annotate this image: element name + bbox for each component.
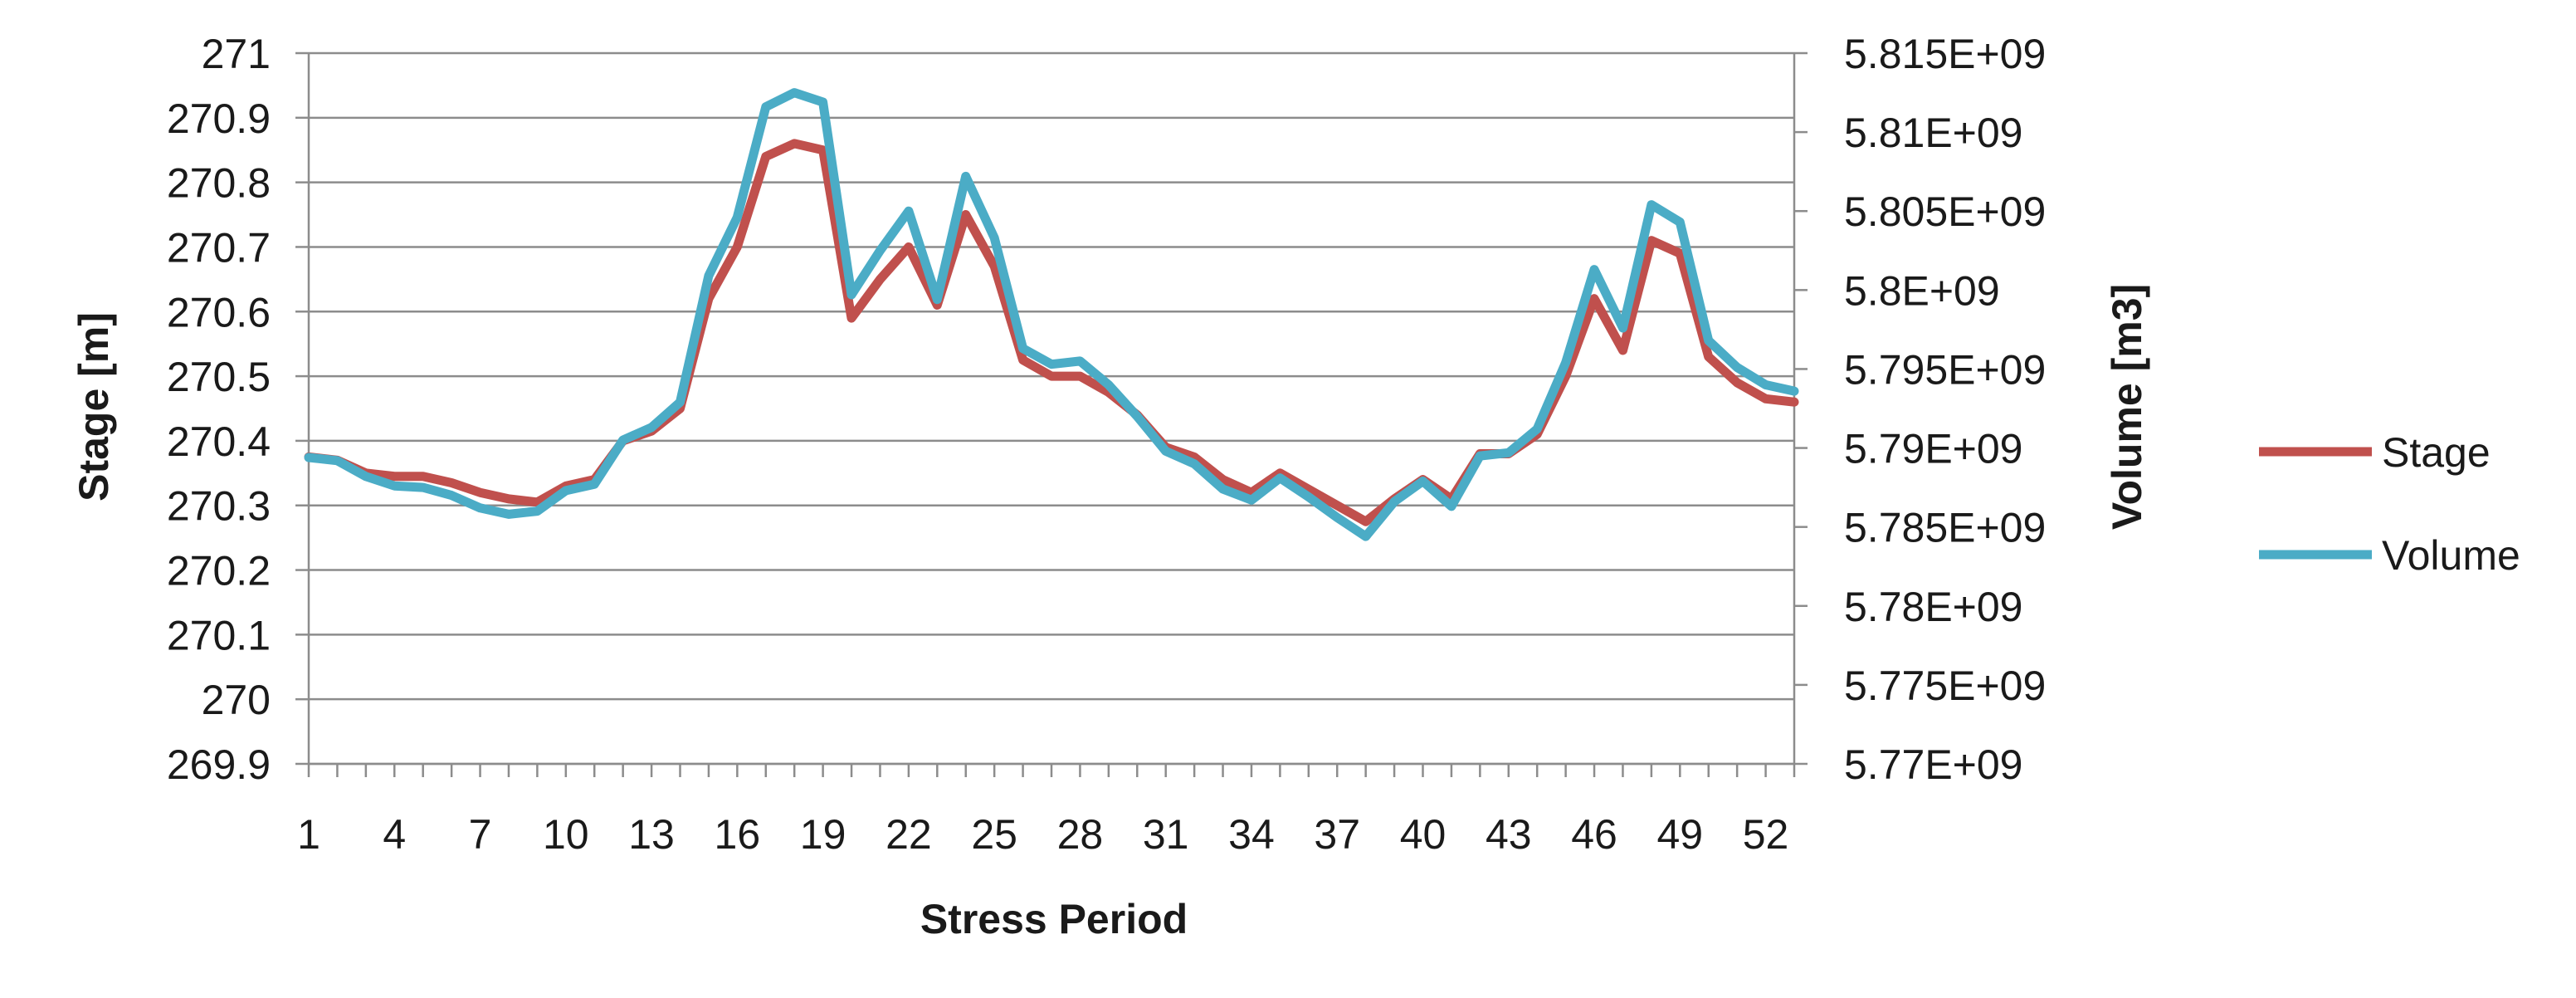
left-tick-label: 269.9 [167, 741, 271, 788]
legend-label-stage: Stage [2382, 429, 2491, 476]
x-tick-label: 40 [1400, 811, 1447, 858]
left-tick-label: 270.8 [167, 160, 271, 207]
x-tick-label: 13 [628, 811, 675, 858]
x-axis-ticks: 1 4 7 10 13 16 19 22 25 28 31 34 37 40 43 46 49 52 [297, 764, 1796, 858]
x-tick-label: 10 [543, 811, 589, 858]
x-tick-label: 16 [715, 811, 761, 858]
left-tick-label: 270.4 [167, 418, 271, 465]
legend: Stage Volume [2259, 429, 2520, 579]
right-tick-label: 5.81E+09 [1844, 110, 2022, 156]
right-tick-label: 5.785E+09 [1844, 505, 2046, 551]
x-tick-label: 28 [1057, 811, 1104, 858]
gridlines [309, 51, 1794, 766]
legend-label-volume: Volume [2382, 532, 2520, 579]
x-tick-label: 1 [297, 811, 320, 858]
left-tick-label: 270.2 [167, 548, 271, 594]
x-tick-label: 22 [886, 811, 932, 858]
series-line-volume [304, 88, 1799, 541]
right-tick-label: 5.78E+09 [1844, 584, 2022, 630]
left-tick-label: 270.7 [167, 224, 271, 271]
x-tick-label: 19 [800, 811, 846, 858]
left-axis-title: Stage [m] [71, 312, 117, 501]
x-tick-label: 43 [1486, 811, 1532, 858]
x-tick-label: 34 [1228, 811, 1275, 858]
left-tick-label: 271 [202, 31, 271, 77]
right-tick-label: 5.775E+09 [1844, 663, 2046, 709]
right-tick-label: 5.795E+09 [1844, 346, 2046, 393]
series-lines [304, 88, 1799, 541]
right-tick-label: 5.815E+09 [1844, 31, 2046, 77]
right-tick-label: 5.79E+09 [1844, 426, 2022, 472]
left-tick-label: 270.1 [167, 612, 271, 658]
right-axis-title: Volume [m3] [2104, 284, 2150, 530]
right-tick-label: 5.77E+09 [1844, 741, 2022, 788]
right-axis-ticks: 5.77E+09 5.775E+09 5.78E+09 5.785E+09 5.79E+… [1794, 31, 2046, 788]
x-tick-label: 37 [1314, 811, 1360, 858]
left-tick-label: 270.5 [167, 354, 271, 400]
x-tick-label: 46 [1571, 811, 1617, 858]
x-tick-label: 7 [469, 811, 492, 858]
x-axis-title: Stress Period [920, 896, 1188, 942]
axes [307, 53, 1796, 766]
left-tick-label: 270.6 [167, 289, 271, 335]
right-tick-label: 5.8E+09 [1844, 267, 2000, 314]
x-tick-label: 31 [1143, 811, 1189, 858]
left-axis-ticks: 269.9 270 270.1 270.2 270.3 270.4 270.5 270.6 27… [167, 31, 309, 788]
right-tick-label: 5.805E+09 [1844, 188, 2046, 235]
left-tick-label: 270.3 [167, 483, 271, 530]
left-tick-label: 270 [202, 677, 271, 723]
left-tick-label: 270.9 [167, 95, 271, 142]
x-tick-label: 52 [1743, 811, 1789, 858]
x-tick-label: 4 [383, 811, 406, 858]
x-tick-label: 25 [971, 811, 1017, 858]
x-tick-label: 49 [1656, 811, 1703, 858]
